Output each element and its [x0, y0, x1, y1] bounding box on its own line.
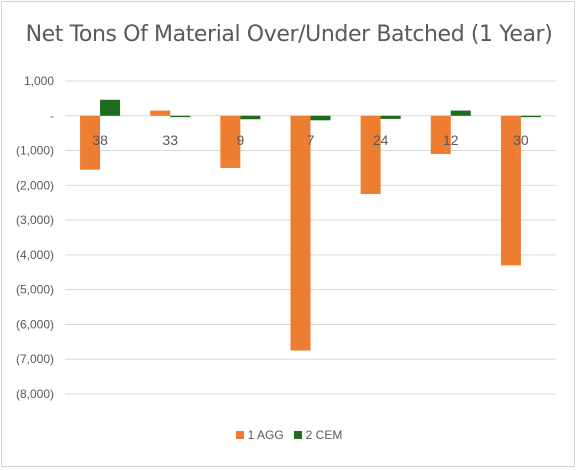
bar-1-agg: [150, 110, 171, 116]
y-tick-label: (2,000): [16, 178, 54, 192]
bar-2-cem: [450, 110, 471, 116]
bar-2-cem: [100, 99, 121, 116]
bar-2-cem: [520, 115, 541, 118]
category-label: 33: [162, 132, 178, 148]
bar-1-agg: [290, 115, 311, 351]
category-label: 24: [373, 132, 389, 148]
chart-legend: 1 AGG 2 CEM: [0, 428, 578, 442]
legend-item: 1 AGG: [235, 428, 284, 442]
y-tick-label: (1,000): [16, 144, 54, 158]
bar-2-cem: [380, 115, 401, 119]
legend-swatch: [293, 431, 302, 439]
bar-2-cem: [240, 115, 261, 120]
legend-swatch: [235, 431, 244, 439]
bar-1-agg: [500, 115, 521, 266]
y-tick-label: (4,000): [16, 248, 54, 262]
category-label: 30: [513, 132, 529, 148]
legend-item: 2 CEM: [293, 428, 343, 442]
bar-1-agg: [80, 115, 101, 170]
y-tick-label: (5,000): [16, 283, 54, 297]
bar-1-agg: [360, 115, 381, 195]
y-tick-label: (8,000): [16, 387, 54, 401]
chart-title: Net Tons Of Material Over/Under Batched …: [25, 22, 553, 47]
bar-2-cem: [310, 115, 331, 121]
y-tick-label: (3,000): [16, 213, 54, 227]
category-label: 7: [307, 132, 315, 148]
y-tick-label: -: [50, 109, 54, 123]
legend-label: 1 AGG: [247, 428, 284, 442]
bar-1-agg: [220, 115, 241, 168]
y-tick-label: 1,000: [24, 74, 54, 88]
bar-2-cem: [170, 115, 191, 118]
y-tick-label: (7,000): [16, 352, 54, 366]
category-label: 12: [443, 132, 459, 148]
category-label: 38: [92, 132, 108, 148]
bar-1-agg: [430, 115, 451, 155]
category-label: 9: [236, 132, 244, 148]
legend-label: 2 CEM: [305, 428, 343, 442]
y-tick-label: (6,000): [16, 317, 54, 331]
